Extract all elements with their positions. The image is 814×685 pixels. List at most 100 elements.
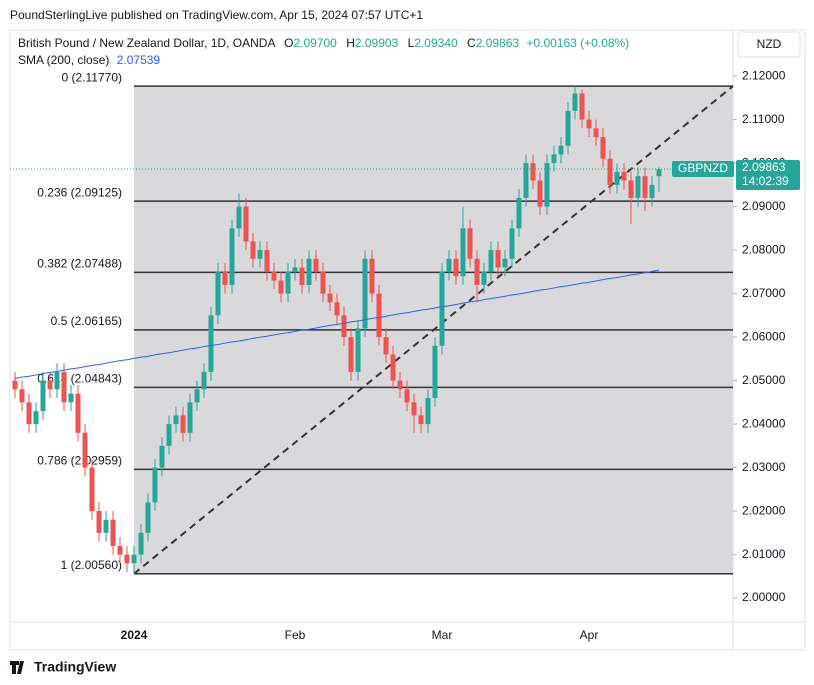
candle-body (180, 415, 186, 433)
x-tick-label: 2024 (121, 628, 148, 642)
y-tick-label: 2.08000 (742, 242, 786, 256)
candle-body (460, 228, 466, 277)
trend-line (133, 85, 734, 575)
candle-body (208, 315, 214, 372)
sma-line (14, 269, 660, 379)
candle-body (173, 415, 179, 425)
candle-body (313, 258, 319, 272)
candle-body (82, 432, 88, 468)
candle-body (68, 393, 74, 403)
candle-body (467, 228, 473, 259)
price-tag (736, 160, 800, 191)
candle-body (537, 180, 543, 207)
candle-body (572, 93, 578, 111)
candle-body (565, 110, 571, 146)
candle-body (243, 206, 249, 242)
candle-body (348, 337, 354, 372)
x-tick-label: Apr (580, 628, 599, 642)
frame (9, 29, 806, 651)
candle-body (362, 258, 368, 329)
change: +0.00163 (+0.08%) (526, 36, 630, 50)
candle-body (166, 424, 172, 446)
candle-body (579, 93, 585, 120)
ohlc-value: 2.09903 (354, 36, 399, 50)
candle-body (509, 228, 515, 259)
candle-body (404, 389, 410, 403)
candle-body (600, 137, 606, 159)
y-tick-label: 2.04000 (742, 416, 786, 430)
candle-body (621, 171, 627, 181)
candle-body (278, 280, 284, 294)
ohlc-key: H (346, 36, 355, 50)
y-tick-label: 2.09000 (742, 199, 786, 213)
candle-body (495, 250, 501, 268)
plot-area: 2.00000 2.01000 2.02000 2.03000 2.04000 2.050… (10, 68, 786, 642)
candle-body (75, 393, 81, 433)
y-tick-label: 2.02000 (742, 503, 786, 517)
candle-body (397, 380, 403, 390)
candle-body (355, 328, 361, 372)
y-tick-label: 2.06000 (742, 329, 786, 343)
price-tag-countdown: 14:02:39 (742, 174, 789, 188)
candle-body (306, 258, 312, 285)
candle-body (516, 197, 522, 229)
footer-brand: TradingView (34, 659, 116, 675)
fib-label: 0.786 (2.02959) (37, 454, 122, 468)
y-tick-label: 2.03000 (742, 460, 786, 474)
candle-body (61, 371, 67, 403)
candle-body (201, 371, 207, 390)
candle-body (194, 389, 200, 403)
candle-body (89, 467, 95, 512)
symbol-tag (672, 161, 734, 178)
ohlc-key: O (284, 36, 294, 50)
candle-body (222, 271, 228, 285)
candle-body (257, 250, 263, 259)
candle-body (187, 402, 193, 433)
ohlc-value: 2.09340 (414, 36, 458, 50)
currency[interactable]: NZD (757, 37, 782, 51)
ohlc-value: 2.09863 (475, 36, 520, 50)
candle-body (138, 532, 144, 555)
candle-body (285, 271, 291, 294)
fib-label: 0 (2.11770) (62, 70, 123, 84)
y-tick-label: 2.12000 (742, 68, 786, 82)
ohlc-value: 2.09700 (293, 36, 337, 50)
candle-body (425, 397, 431, 425)
candle-body (481, 271, 487, 285)
candle-body (159, 445, 165, 468)
fib-label: 0.382 (2.07488) (37, 257, 122, 271)
symbol-tag-label: GBPNZD (678, 161, 728, 175)
candle-body (250, 241, 256, 259)
candle-body (635, 176, 641, 198)
candle-body (26, 402, 32, 425)
fib-label: 0.236 (2.09125) (37, 185, 122, 199)
candle-body (131, 554, 137, 564)
ohlc-key: C (467, 36, 476, 50)
candle-body (145, 502, 151, 533)
y-tick-label: 2.05000 (742, 373, 786, 387)
candle-body (215, 271, 221, 316)
candle-body (19, 389, 25, 403)
candle-body (523, 163, 529, 198)
candle-body (390, 354, 396, 381)
candle-body (649, 184, 655, 198)
tv-logo (10, 661, 24, 674)
legend-sma: SMA (200, close) 2.07539 (18, 53, 160, 67)
y-tick-label: 2.01000 (742, 547, 786, 561)
candle-body (376, 293, 382, 338)
symbol-title: British Pound / New Zealand Dollar, 1D, … (18, 36, 275, 50)
candle-body (607, 158, 613, 185)
legend-main: British Pound / New Zealand Dollar, 1D, … (18, 36, 629, 50)
candle-body (383, 337, 389, 355)
candle-body (502, 258, 508, 268)
candle-body (236, 206, 242, 229)
candle-body (628, 180, 634, 198)
candle-body (47, 380, 53, 390)
currency-box[interactable] (737, 31, 801, 58)
candle-body (229, 228, 235, 285)
fib-label: 1 (2.00560) (61, 558, 122, 572)
candle-body (12, 380, 18, 390)
y-tick-label: 2.11000 (742, 112, 785, 126)
